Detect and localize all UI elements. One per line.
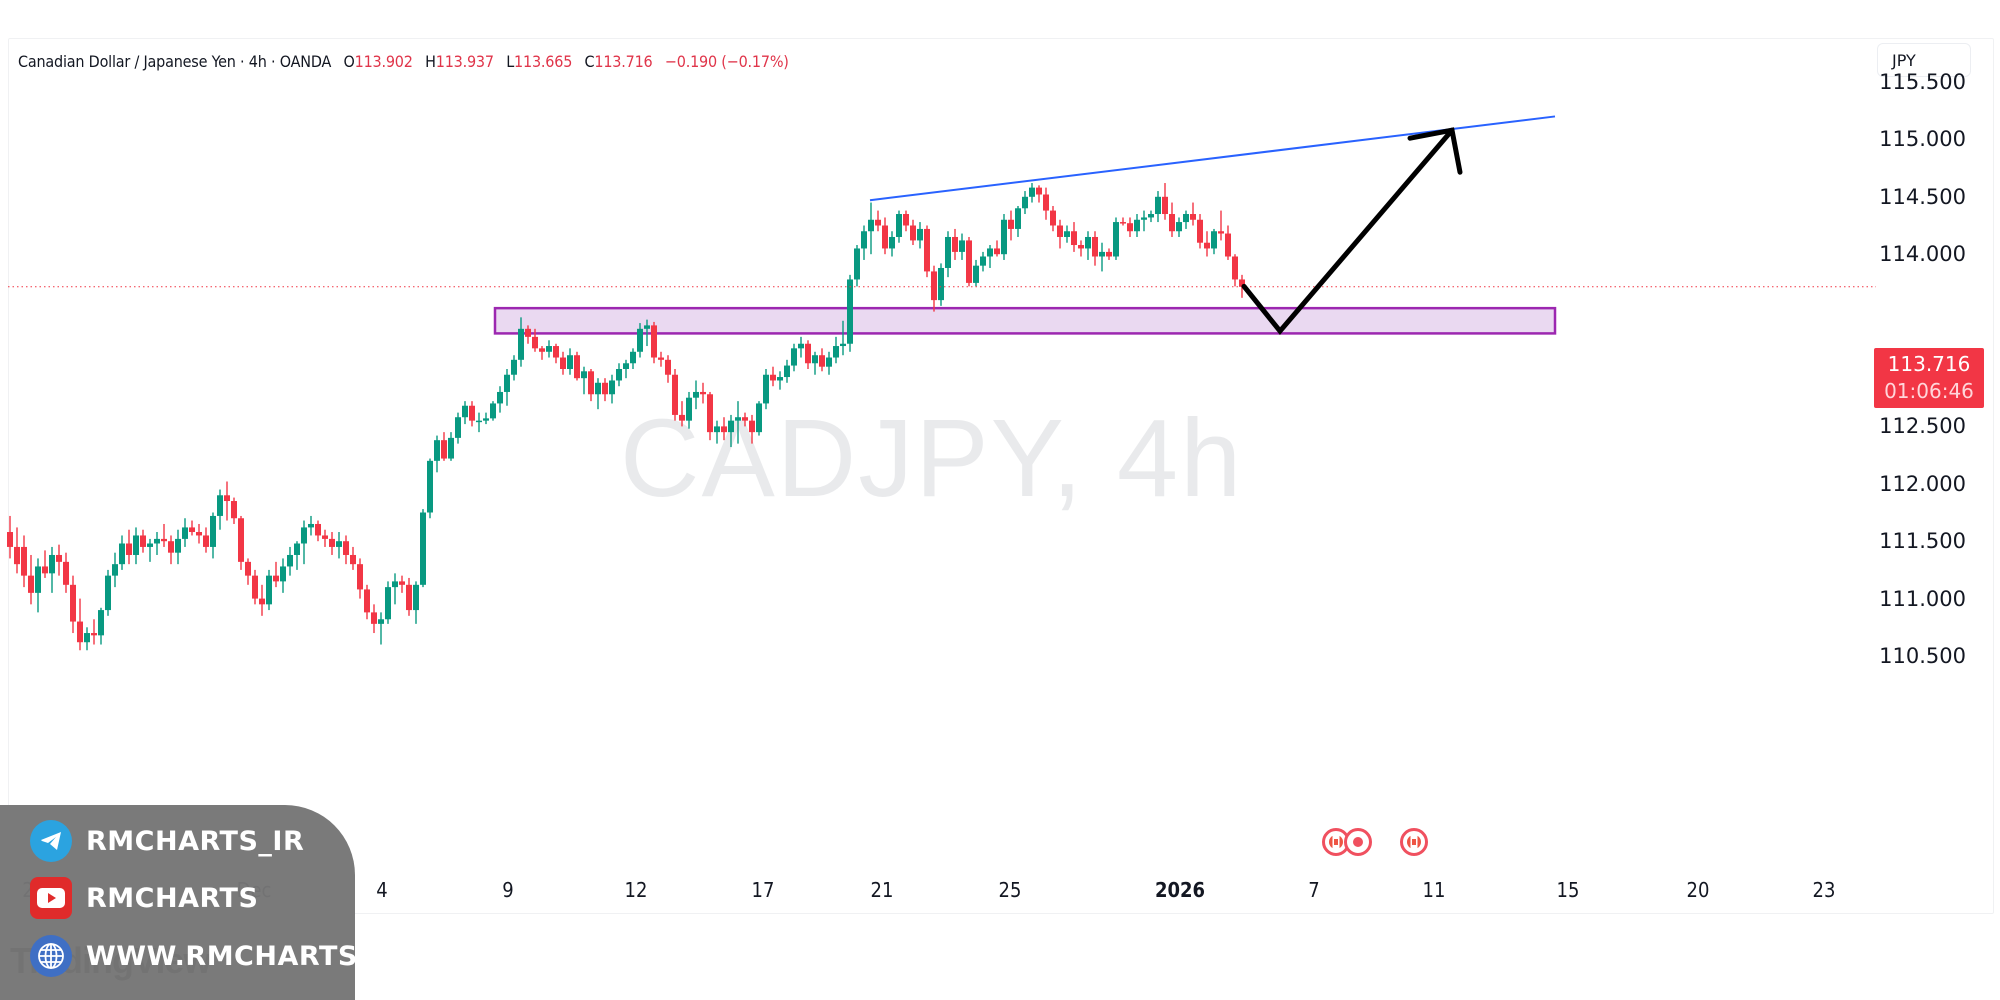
price-tick: 115.500 [1879,70,1966,94]
price-tick: 115.000 [1879,127,1966,152]
time-tick: 17 [751,878,775,902]
price-tick: 111.000 [1879,586,1966,611]
symbol-legend: Canadian Dollar / Japanese Yen · 4h · OA… [18,52,789,71]
currency-selector[interactable]: JPY [1877,43,1971,77]
time-tick: 11 [1422,878,1446,902]
chart-frame [8,38,1994,914]
price-tick: 112.500 [1879,414,1966,439]
low-value: 113.665 [514,52,573,71]
last-price-label: 113.716 01:06:46 [1874,348,1984,408]
price-tick: 114.500 [1879,184,1966,209]
time-tick: 21 [870,878,894,902]
event-dot-icon[interactable] [1344,828,1372,856]
time-tick: 2026 [1154,878,1206,902]
telegram-icon [30,820,72,862]
price-tick: 114.000 [1879,242,1966,267]
support-zone[interactable] [493,306,1557,335]
telegram-handle: RMCHARTS_IR [86,825,305,857]
website-row: WWW.RMCHARTS.IR [30,935,400,977]
time-tick: 20 [1686,878,1710,902]
close-label: C [584,52,595,71]
price-tick: 111.500 [1879,529,1966,554]
telegram-row: RMCHARTS_IR [30,820,304,862]
price-tick: 110.500 [1879,644,1966,668]
social-overlay: RMCHARTS_IR RMCHARTS WWW.RMCHARTS.IR [0,805,400,1000]
projection-arrow[interactable] [1241,127,1463,336]
canada-event-icon[interactable] [1322,828,1350,856]
time-tick: 12 [624,878,648,902]
low-label: L [506,52,515,71]
candlestick-series [7,183,1245,651]
symbol-name: Canadian Dollar / Japanese Yen · 4h · OA… [18,52,332,71]
time-tick: 15 [1556,878,1580,902]
website-url: WWW.RMCHARTS.IR [86,940,401,972]
youtube-handle: RMCHARTS [86,882,259,914]
youtube-row: RMCHARTS [30,877,258,919]
time-tick: 23 [1812,878,1836,902]
price-tick: 112.000 [1879,471,1966,496]
open-value: 113.902 [354,52,413,71]
open-label: O [343,52,355,71]
last-price-value: 113.716 [1887,352,1971,376]
youtube-icon [30,877,72,919]
time-tick: 4 [376,878,388,902]
high-value: 113.937 [435,52,494,71]
high-label: H [425,52,436,71]
time-tick: 7 [1308,878,1320,902]
canada-event-icon[interactable] [1400,828,1428,856]
time-tick: 9 [502,878,514,902]
close-value: 113.716 [594,52,653,71]
bar-countdown: 01:06:46 [1884,379,1974,403]
globe-icon [30,935,72,977]
time-tick: 25 [998,878,1022,902]
change-value: −0.190 (−0.17%) [664,52,789,71]
price-axis[interactable]: 115.500115.000114.500114.000113.000112.5… [1876,40,1992,912]
